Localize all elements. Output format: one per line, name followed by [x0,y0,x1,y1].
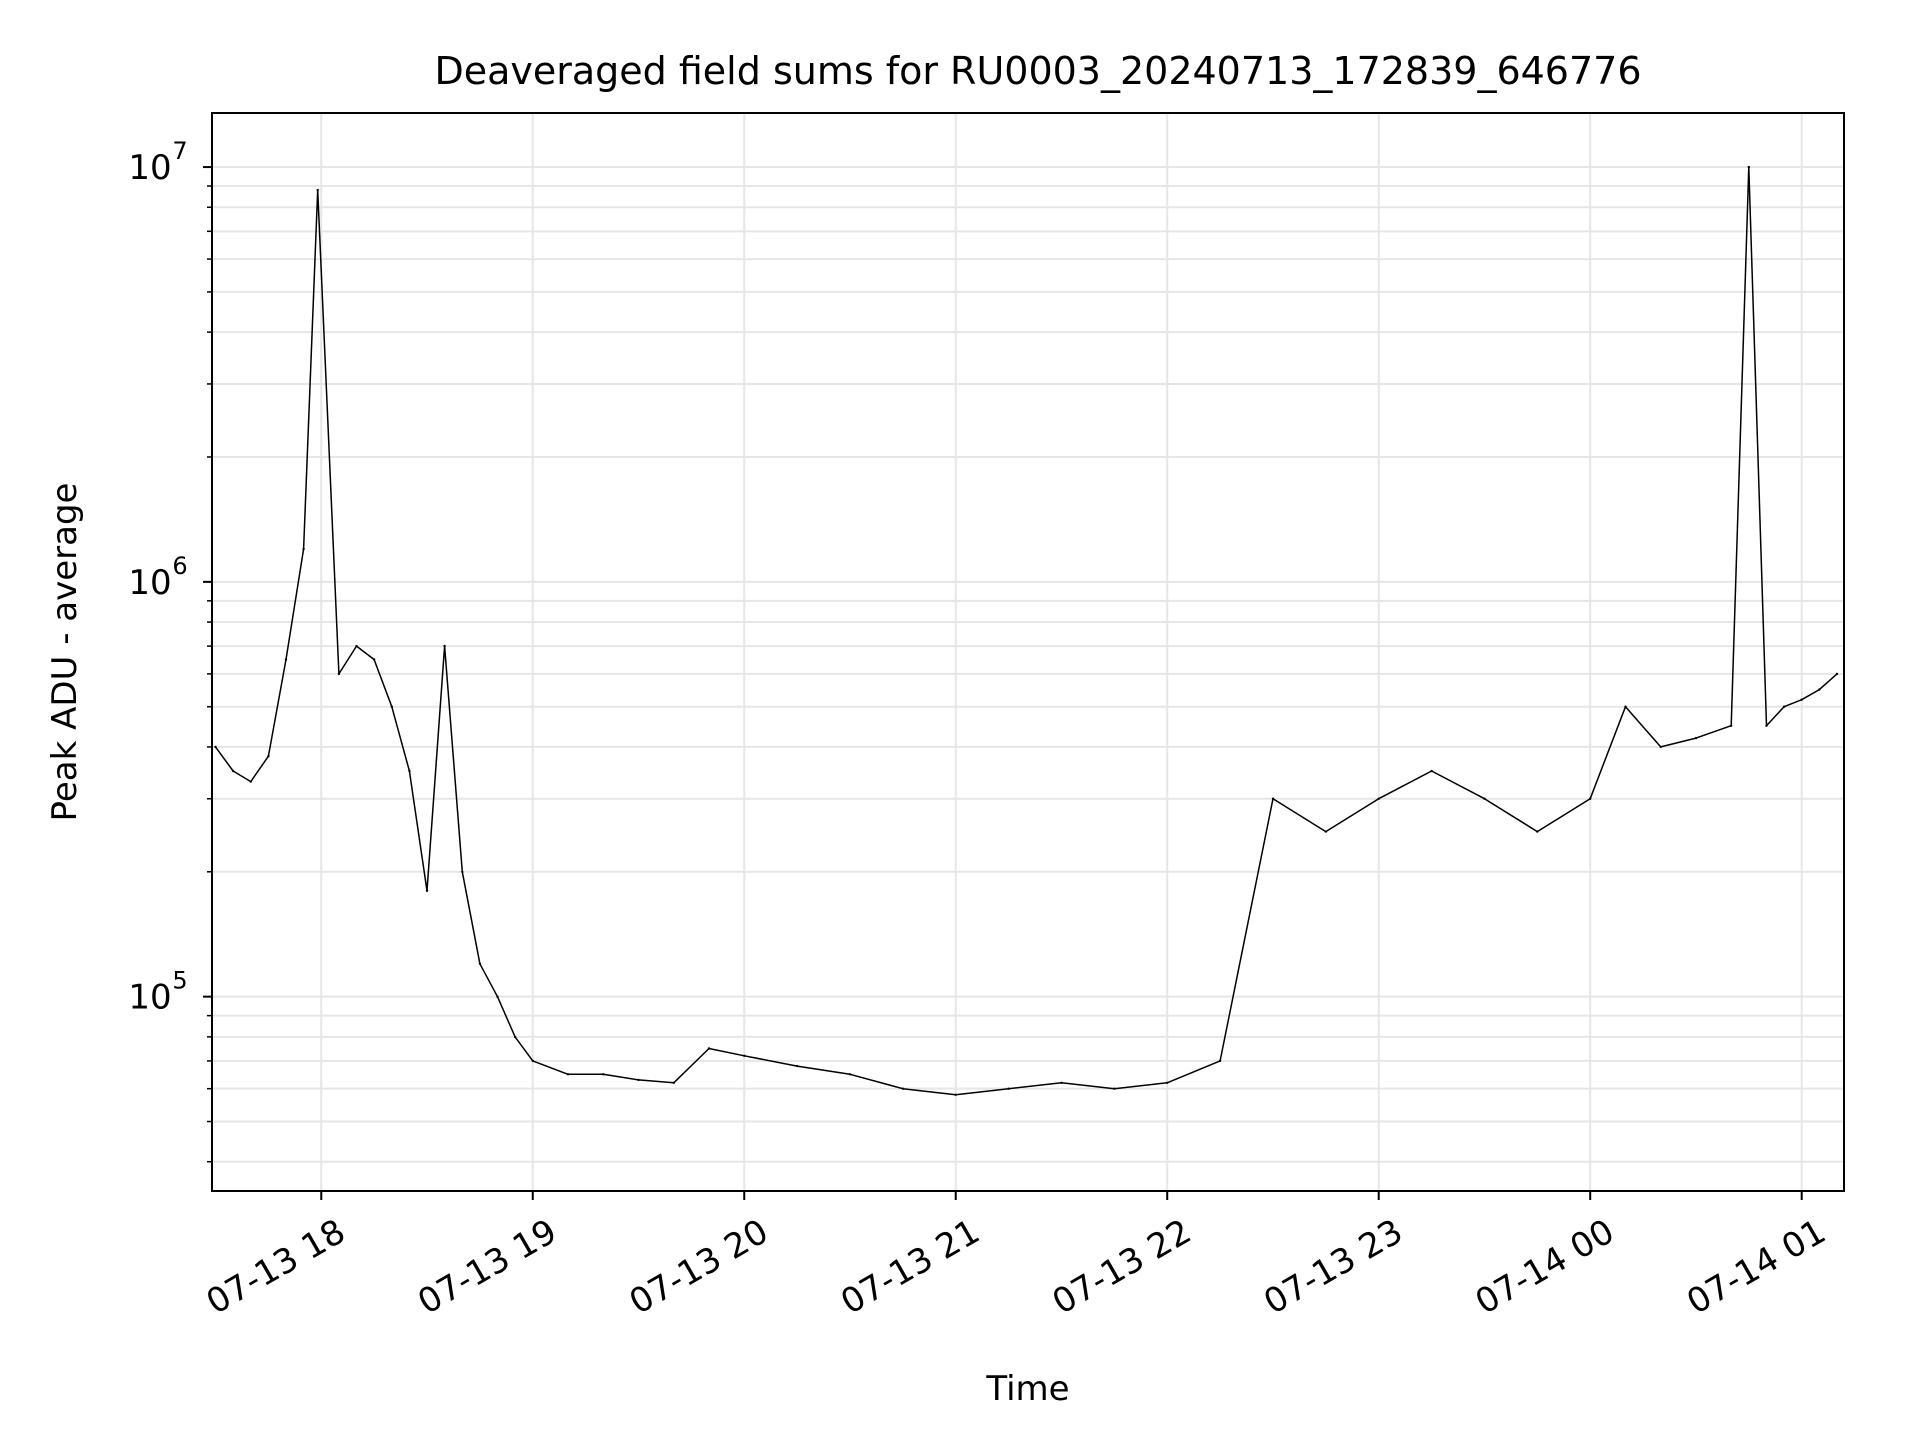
data-point [214,745,217,749]
data-point [954,1093,957,1097]
plot-frame [211,112,1845,1192]
data-point [1113,1087,1116,1090]
data-point [1060,1081,1063,1085]
data-point [531,1059,534,1063]
data-point [496,995,499,998]
data-point [1659,745,1662,749]
data-point [707,1047,711,1050]
data-point [443,644,446,648]
data-point [249,780,252,783]
data-point [231,769,235,773]
data-point [1589,797,1592,800]
data-point [1624,705,1627,708]
data-point [1730,724,1733,727]
data-point [566,1073,570,1076]
data-point [602,1073,605,1076]
data-point [355,644,358,648]
data-point [672,1081,675,1085]
data-point [1800,698,1803,701]
data-point [337,672,341,676]
data-point [1430,769,1433,773]
data-point [795,1064,799,1068]
data-point [316,188,319,192]
chart-title: Deaveraged field sums for RU0003_2024071… [434,49,1641,93]
data-point [848,1073,852,1076]
data-point [1782,705,1786,708]
data-point [478,962,482,965]
data-point [513,1035,517,1039]
data-point [1218,1059,1222,1063]
data-series [214,165,1839,1097]
data-point [1747,165,1751,169]
data-point [1166,1081,1169,1085]
data-point [408,769,411,773]
data-point [425,889,429,892]
y-tick-label: 10 [128,978,171,1018]
data-point [1835,672,1839,676]
data-point [637,1078,640,1082]
data-point [302,547,305,551]
data-point [1324,830,1328,833]
y-tick-exponent: 7 [172,137,187,165]
data-point [1483,797,1486,800]
data-point [743,1054,746,1058]
data-point [1007,1087,1010,1090]
data-point [1818,688,1821,691]
data-point [390,705,393,708]
data-point [1377,797,1380,800]
data-point [372,658,376,661]
data-point [461,870,464,873]
y-tick-label: 10 [128,563,171,603]
y-tick-exponent: 6 [172,552,187,580]
y-tick-exponent: 5 [172,967,187,995]
data-point [1765,724,1768,727]
data-point [1271,797,1275,800]
data-point [1694,736,1698,740]
y-tick-label: 10 [128,148,171,188]
x-axis-label: Time [985,1369,1069,1409]
y-axis-label: Peak ADU - average [45,483,85,822]
data-point [284,658,288,661]
data-point [267,755,270,758]
data-point [901,1087,905,1090]
data-point [1536,830,1539,833]
grid-lines [212,113,1844,1191]
